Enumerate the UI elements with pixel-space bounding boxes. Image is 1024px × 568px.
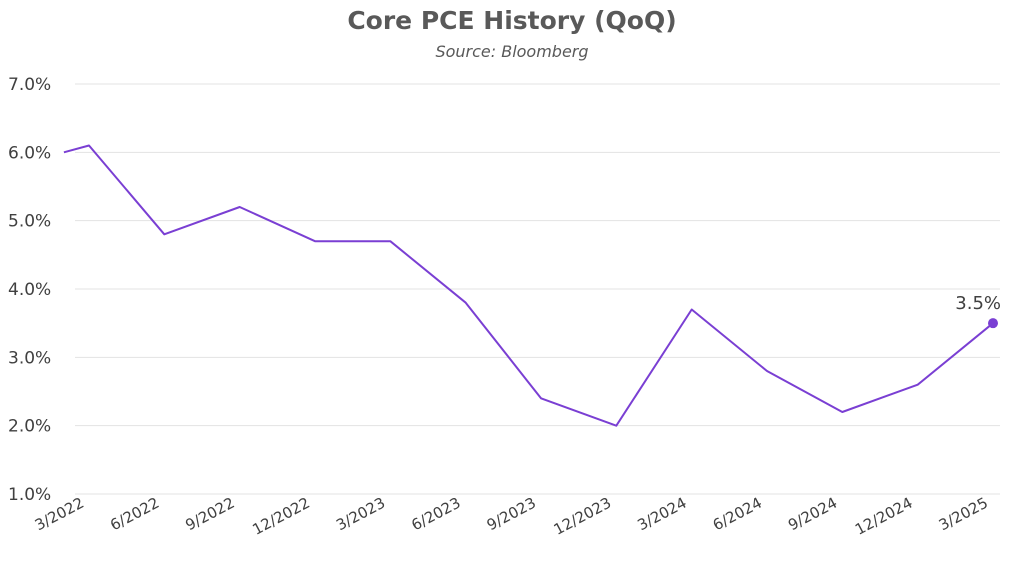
x-tick-label: 9/2024: [785, 494, 840, 535]
x-tick-label: 3/2025: [936, 494, 991, 535]
chart-title: Core PCE History (QoQ): [347, 6, 677, 35]
y-tick-label: 4.0%: [8, 280, 51, 300]
x-tick-label: 6/2022: [107, 494, 162, 535]
y-tick-label: 5.0%: [8, 212, 51, 232]
y-tick-label: 3.0%: [8, 348, 51, 368]
y-tick-label: 2.0%: [8, 417, 51, 437]
x-tick-label: 3/2024: [634, 494, 689, 535]
x-tick-label: 12/2024: [852, 494, 915, 539]
x-tick-label: 12/2023: [551, 494, 614, 539]
series-line: [63, 144, 994, 427]
x-tick-label: 12/2022: [249, 494, 312, 539]
y-tick-label: 6.0%: [8, 143, 51, 163]
y-tick-label: 1.0%: [8, 485, 51, 505]
data-point: [988, 318, 998, 329]
x-tick-label: 6/2024: [710, 494, 765, 535]
x-tick-label: 9/2022: [182, 494, 237, 535]
x-tick-label: 6/2023: [408, 494, 463, 535]
chart-subtitle: Source: Bloomberg: [435, 42, 589, 61]
x-tick-label: 3/2023: [333, 494, 388, 535]
data-label: 3.5%: [955, 293, 1001, 314]
y-tick-label: 7.0%: [8, 75, 51, 95]
x-tick-label: 9/2023: [484, 494, 539, 535]
